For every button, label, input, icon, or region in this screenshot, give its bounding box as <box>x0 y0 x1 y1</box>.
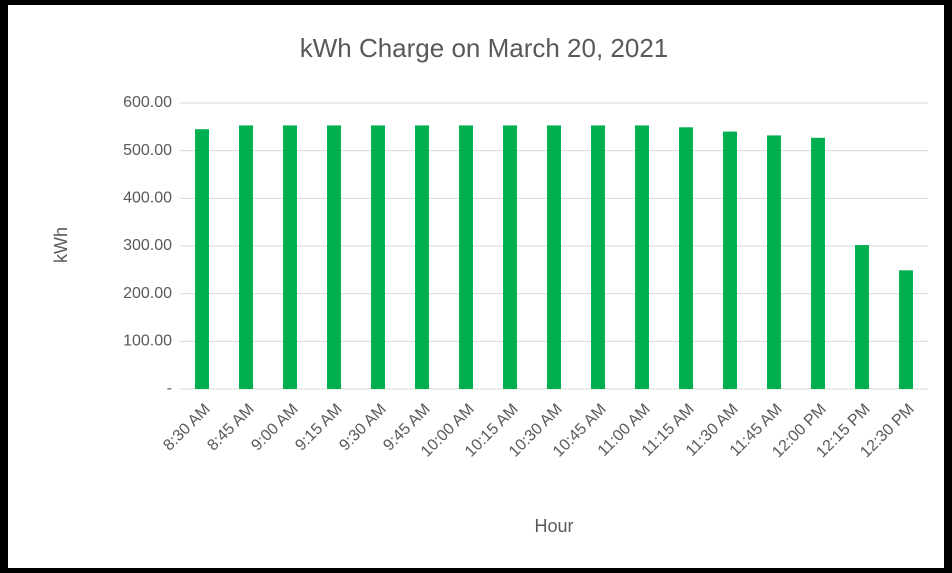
bar <box>415 125 429 390</box>
bar <box>547 125 561 390</box>
bar <box>767 135 781 389</box>
y-tick-label: 600.00 <box>123 94 172 111</box>
y-tick-label: 400.00 <box>123 190 172 207</box>
y-tick-label: 100.00 <box>123 333 172 350</box>
bar <box>723 131 737 389</box>
y-tick-label: 200.00 <box>123 285 172 302</box>
y-axis-label: kWh <box>51 227 71 263</box>
bar <box>503 125 517 390</box>
bar <box>811 137 825 389</box>
bar <box>195 129 209 389</box>
chart-title: kWh Charge on March 20, 2021 <box>300 33 669 63</box>
bar <box>239 125 253 390</box>
bar <box>899 270 913 389</box>
bar <box>855 245 869 389</box>
bar <box>591 125 605 390</box>
y-tick-label: - <box>167 380 172 397</box>
bar <box>459 125 473 390</box>
y-tick-label: 300.00 <box>123 237 172 254</box>
y-tick-label: 500.00 <box>123 142 172 159</box>
x-axis-label: Hour <box>534 516 573 536</box>
bar <box>635 125 649 390</box>
bar <box>283 125 297 390</box>
bar <box>327 125 341 390</box>
chart-background <box>8 5 944 568</box>
bar <box>679 127 693 389</box>
bar <box>371 125 385 390</box>
